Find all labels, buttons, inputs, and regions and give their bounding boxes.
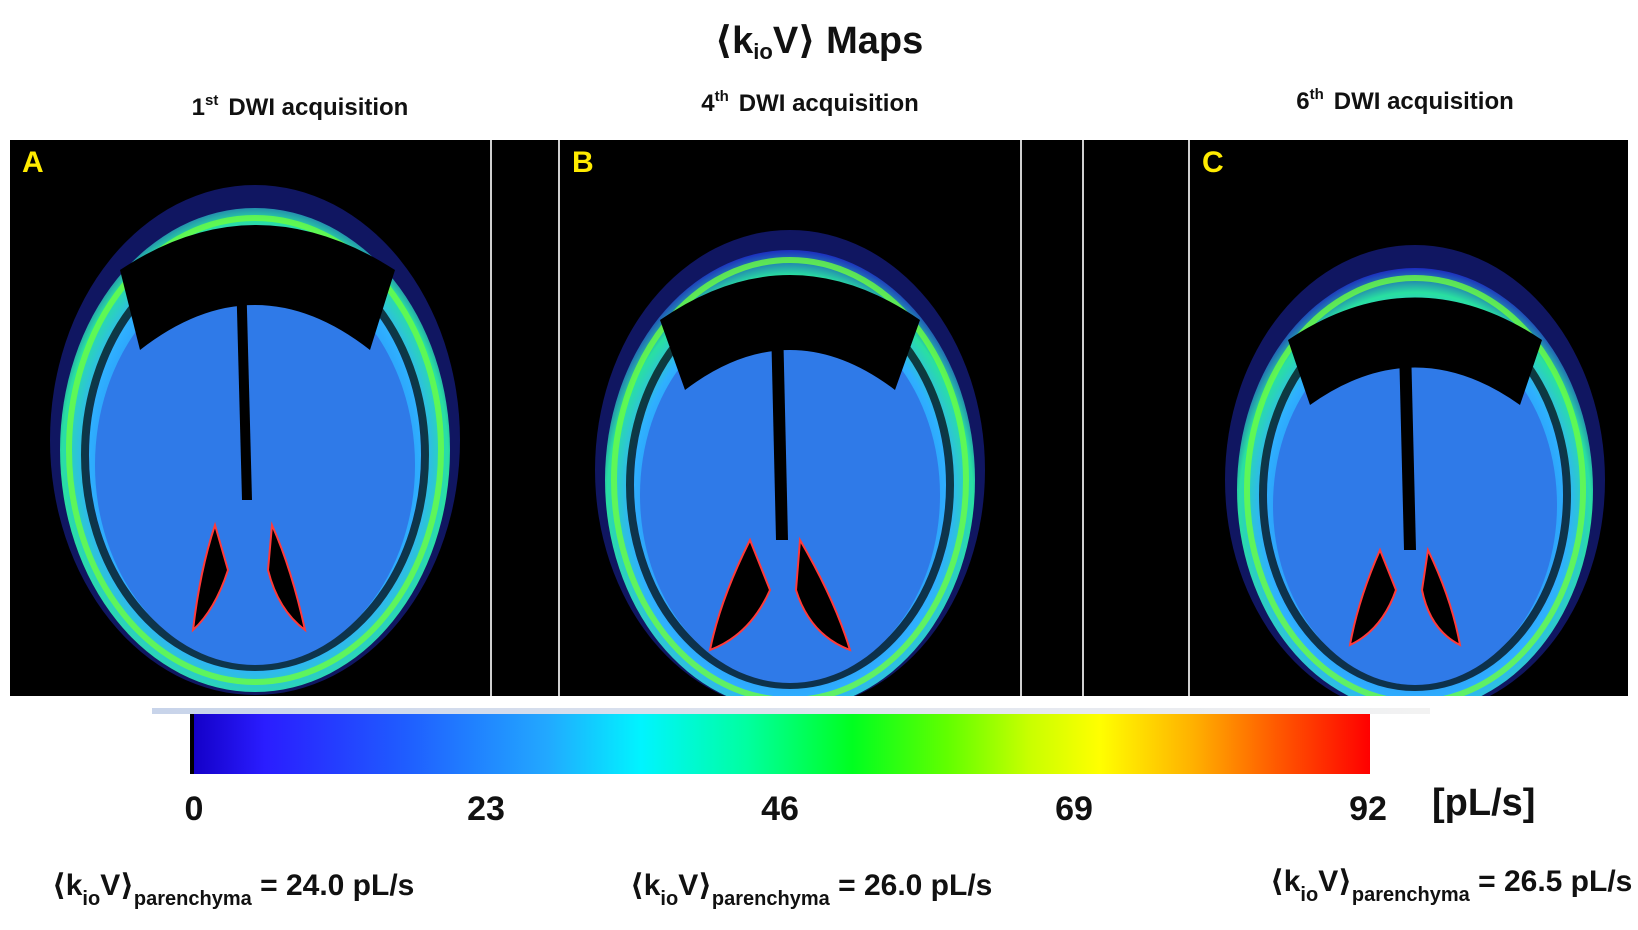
stat-b: ⟨kioV⟩parenchyma = 26.0 pL/s	[630, 868, 992, 911]
stat-value: = 24.0 pL/s	[251, 869, 415, 902]
column-title-3: 6th DWI acquisition	[1215, 86, 1595, 116]
title-suffix: V⟩ Maps	[772, 20, 924, 62]
panel-gap	[492, 140, 558, 696]
figure-title: ⟨kioV⟩ Maps	[0, 18, 1638, 65]
ordinal-suffix: th	[714, 88, 729, 105]
ordinal-suffix: th	[1309, 86, 1324, 103]
panel-divider	[490, 140, 492, 696]
panel-c-brain-map: C	[1190, 140, 1628, 696]
stat-mid: V⟩	[100, 869, 134, 902]
panel-label-b: B	[572, 146, 594, 179]
ordinal: 4	[701, 90, 715, 117]
panel-a-brain-map: A	[10, 140, 490, 696]
ordinal: 6	[1296, 88, 1310, 115]
stat-sub: io	[1300, 884, 1319, 906]
column-title-2: 4th DWI acquisition	[620, 88, 1000, 118]
colorbar-tick: 92	[1349, 790, 1387, 828]
stat-sub: parenchyma	[1351, 884, 1470, 906]
stat-sub: io	[660, 888, 679, 910]
colorbar-tick: 46	[761, 790, 799, 828]
colorbar-frame	[152, 708, 1430, 714]
stat-prefix: ⟨k	[52, 869, 83, 902]
colorbar-tick: 69	[1055, 790, 1093, 828]
stat-value: = 26.0 pL/s	[829, 869, 993, 902]
panel-divider	[1188, 140, 1190, 696]
stat-sub: io	[82, 888, 101, 910]
stat-sub: parenchyma	[711, 888, 830, 910]
column-label: DWI acquisition	[1333, 88, 1514, 115]
panel-divider	[1020, 140, 1022, 696]
column-title-1: 1st DWI acquisition	[110, 92, 490, 122]
stat-a: ⟨kioV⟩parenchyma = 24.0 pL/s	[52, 868, 414, 911]
panel-gap	[1022, 140, 1082, 696]
stat-prefix: ⟨k	[1270, 865, 1301, 898]
colorbar-unit: [pL/s]	[1432, 782, 1536, 824]
ordinal-suffix: st	[205, 92, 219, 109]
stat-mid: V⟩	[1318, 865, 1352, 898]
panel-gap	[1084, 140, 1188, 696]
colorbar	[190, 714, 1370, 774]
brain-map-image-b	[595, 230, 985, 696]
stat-c: ⟨kioV⟩parenchyma = 26.5 pL/s	[1270, 864, 1632, 907]
panel-b-brain-map: B	[560, 140, 1020, 696]
colorbar-tick: 0	[184, 790, 204, 828]
column-label: DWI acquisition	[228, 94, 409, 121]
brain-map-image-a	[50, 185, 460, 695]
stat-value: = 26.5 pL/s	[1469, 865, 1633, 898]
brain-map-image-c	[1225, 245, 1605, 696]
colorbar-tick: 23	[467, 790, 505, 828]
panel-label-c: C	[1202, 146, 1224, 179]
panel-label-a: A	[22, 146, 44, 179]
title-prefix: ⟨k	[714, 20, 754, 62]
stat-sub: parenchyma	[133, 888, 252, 910]
title-subscript: io	[753, 39, 773, 64]
panel-divider	[1082, 140, 1084, 696]
stat-mid: V⟩	[678, 869, 712, 902]
ordinal: 1	[191, 94, 205, 121]
stat-prefix: ⟨k	[630, 869, 661, 902]
panel-divider	[558, 140, 560, 696]
column-label: DWI acquisition	[738, 90, 919, 117]
